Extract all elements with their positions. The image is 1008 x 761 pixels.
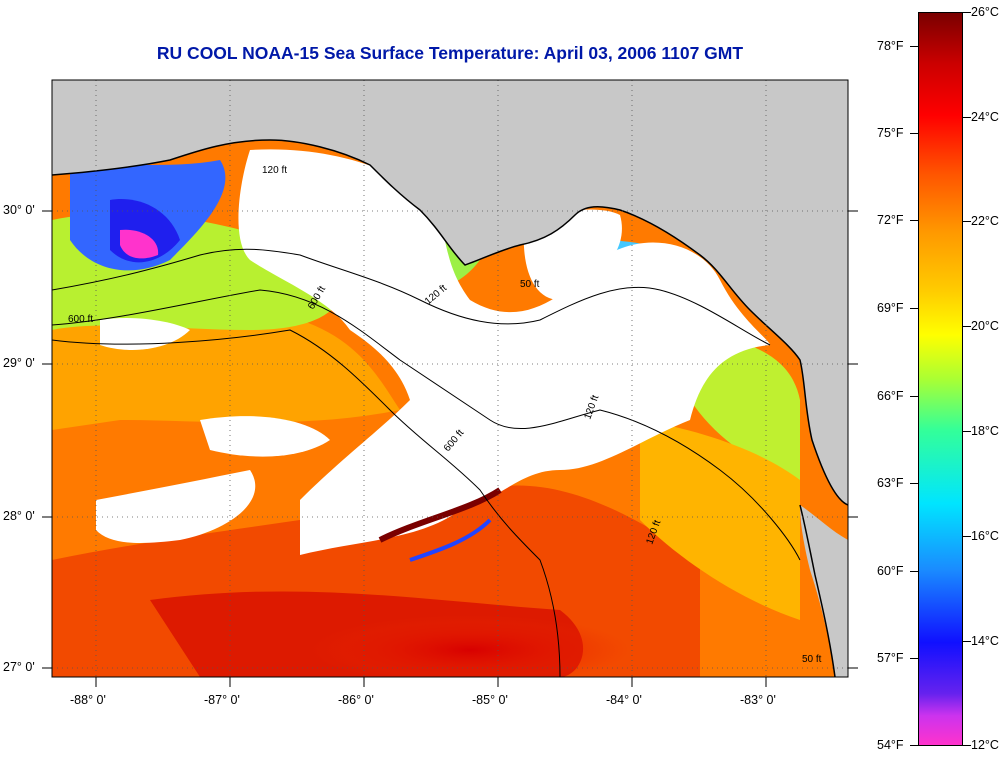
contour-600ft (52, 329, 561, 677)
fahrenheit-label: 72°F (877, 213, 904, 227)
fahrenheit-label: 57°F (877, 651, 904, 665)
fahrenheit-label: 66°F (877, 389, 904, 403)
colorbar-tick (963, 641, 971, 642)
contour-label: 50 ft (802, 654, 822, 665)
lon-label: -84° 0' (606, 693, 642, 707)
celsius-label: 26°C (971, 5, 999, 19)
fahrenheit-label: 54°F (877, 738, 904, 752)
contour-label: 50 ft (520, 279, 540, 290)
colorbar-tick (963, 12, 971, 13)
lon-label: -88° 0' (70, 693, 106, 707)
coastline-southeast (799, 504, 836, 677)
lon-label: -85° 0' (472, 693, 508, 707)
celsius-label: 14°C (971, 634, 999, 648)
colorbar-tick (910, 483, 918, 484)
celsius-label: 22°C (971, 214, 999, 228)
celsius-label: 20°C (971, 319, 999, 333)
warm-front-filament (378, 487, 502, 543)
celsius-label: 18°C (971, 424, 999, 438)
cloud-cover (238, 149, 770, 555)
colorbar-tick (910, 220, 918, 221)
cloud-patch-mid (200, 416, 330, 457)
contour-50ft (52, 248, 771, 346)
colorbar-tick (963, 536, 971, 537)
colorbar-tick (963, 431, 971, 432)
lat-label: 27° 0' (3, 660, 35, 674)
colorbar-tick (910, 571, 918, 572)
celsius-label: 24°C (971, 110, 999, 124)
contour-120ft (52, 289, 801, 561)
colorbar-tick (963, 745, 971, 746)
warm-core-eddy (310, 615, 630, 677)
coldest-water-patch (120, 229, 159, 259)
colorbar-tick (910, 658, 918, 659)
land-mass (52, 80, 848, 505)
colorbar-tick (910, 396, 918, 397)
colorbar-tick (910, 308, 918, 309)
fahrenheit-label: 69°F (877, 301, 904, 315)
land-mass-southeast (800, 505, 848, 677)
lon-label: -86° 0' (338, 693, 374, 707)
celsius-label: 16°C (971, 529, 999, 543)
fahrenheit-label: 60°F (877, 564, 904, 578)
contour-label: 120 ft (262, 165, 287, 176)
lon-label: -87° 0' (204, 693, 240, 707)
colorbar-tick (910, 745, 918, 746)
lat-label: 30° 0' (3, 203, 35, 217)
celsius-label: 12°C (971, 738, 999, 752)
lat-label: 28° 0' (3, 509, 35, 523)
cloud-patch-west (96, 470, 256, 543)
colorbar-tick (910, 46, 918, 47)
temperature-colorbar (918, 12, 963, 746)
axis-ticks (42, 210, 858, 687)
map-title: RU COOL NOAA-15 Sea Surface Temperature:… (156, 43, 744, 63)
cold-filament (409, 518, 492, 562)
lon-label: -83° 0' (740, 693, 776, 707)
map-frame (51, 79, 849, 678)
lat-label: 29° 0' (3, 356, 35, 370)
colorbar-tick (963, 221, 971, 222)
cloud-patch-nw (100, 318, 190, 350)
yellow-water-east (640, 420, 800, 620)
fahrenheit-label: 75°F (877, 126, 904, 140)
colorbar-tick (963, 326, 971, 327)
coastline (52, 139, 848, 506)
contour-label: 600 ft (68, 314, 93, 325)
fahrenheit-label: 63°F (877, 476, 904, 490)
colorbar-tick (963, 117, 971, 118)
map-plot-area (52, 80, 848, 677)
colorbar-tick (910, 133, 918, 134)
fahrenheit-label: 78°F (877, 39, 904, 53)
